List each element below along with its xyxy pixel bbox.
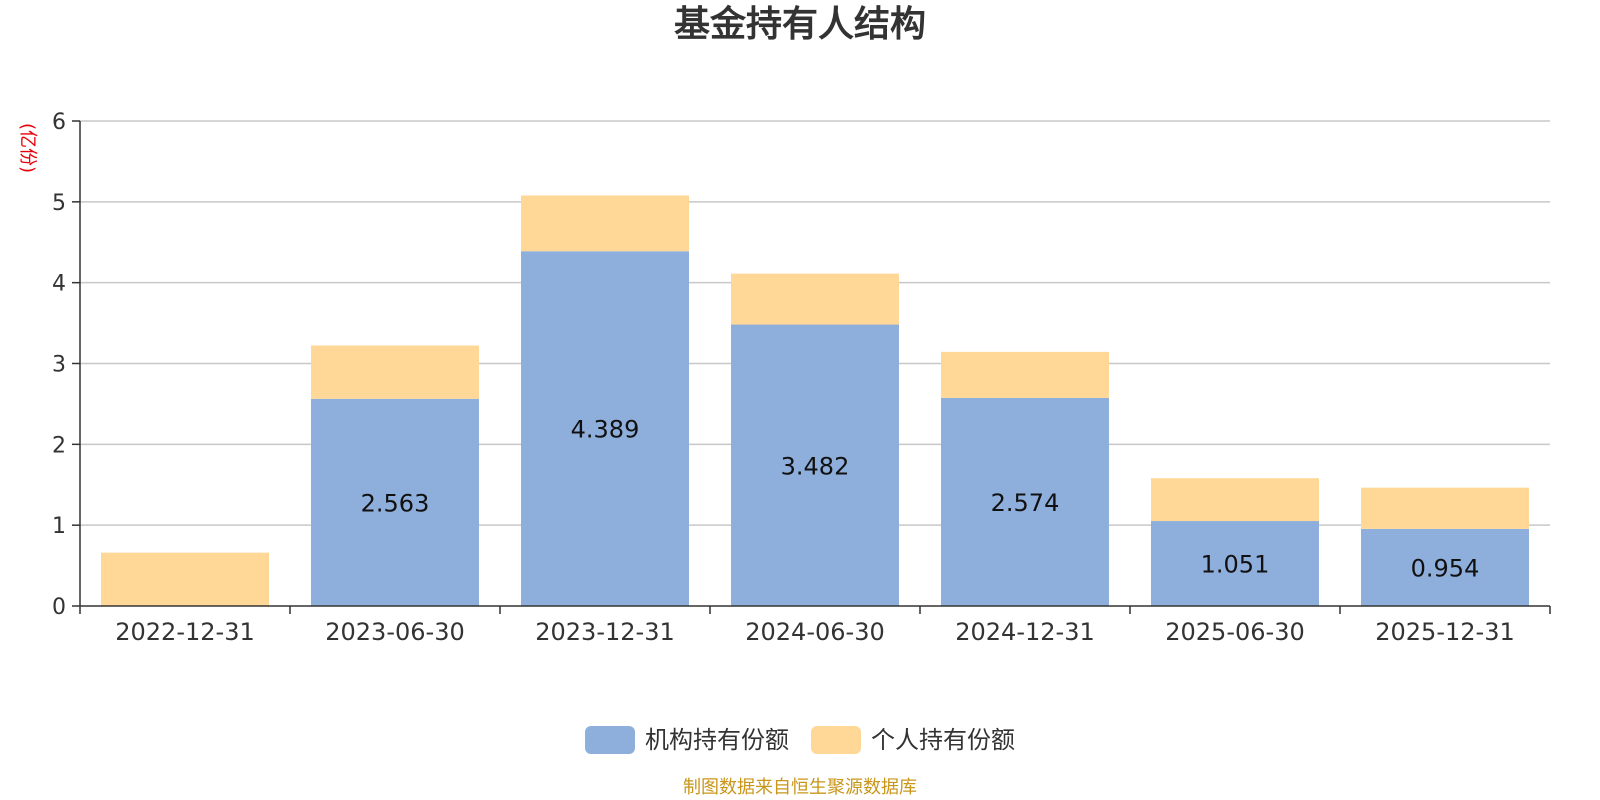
y-tick-label: 6 (52, 110, 66, 135)
bar-individual (731, 273, 899, 325)
legend-label[interactable]: 机构持有份额 (645, 726, 789, 754)
bar-individual (521, 195, 689, 252)
bar-institutional (731, 324, 899, 606)
y-tick-label: 0 (52, 595, 66, 620)
x-tick-label: 2022-12-31 (115, 618, 254, 646)
y-tick-label: 1 (52, 514, 66, 539)
bar-institutional (521, 251, 689, 606)
chart-title: 基金持有人结构 (674, 3, 926, 45)
bar-institutional (311, 398, 479, 606)
bar-institutional (1361, 528, 1529, 606)
bar-value-label: 2.563 (361, 489, 430, 517)
source-note: 制图数据来自恒生聚源数据库 (683, 777, 917, 798)
bar-value-label: 1.051 (1201, 551, 1270, 579)
x-tick-label: 2025-12-31 (1375, 618, 1514, 646)
bar-institutional (941, 397, 1109, 606)
axes: 0 1 2 3 4 5 6 2022-12-31 2023-06-30 2023-12-31 202… (52, 110, 1551, 646)
y-tick-label: 4 (52, 272, 66, 297)
legend-swatch[interactable] (811, 726, 861, 754)
bars (101, 195, 1529, 606)
bar-value-label: 4.389 (571, 416, 640, 444)
bar-individual (1361, 487, 1529, 529)
bar-institutional (1151, 521, 1319, 606)
bar-value-label: 3.482 (781, 452, 850, 480)
bar-individual (311, 345, 479, 399)
bar-individual (1151, 478, 1319, 522)
bar-individual (101, 552, 269, 606)
x-tick-label: 2023-06-30 (325, 618, 464, 646)
y-tick-label: 2 (52, 433, 66, 458)
x-tick-label: 2024-06-30 (745, 618, 884, 646)
bar-value-label: 2.574 (991, 489, 1060, 517)
legend-swatch[interactable] (585, 726, 635, 754)
x-tick-label: 2025-06-30 (1165, 618, 1304, 646)
data-labels: 2.563 4.389 3.482 2.574 1.051 0.954 (361, 416, 1480, 583)
bar-value-label: 0.954 (1411, 554, 1480, 582)
bar-individual (941, 351, 1109, 398)
x-tick-label: 2023-12-31 (535, 618, 674, 646)
y-tick-label: 3 (52, 353, 66, 378)
y-axis-unit-label: (亿份) (17, 123, 38, 173)
legend-label[interactable]: 个人持有份额 (871, 726, 1015, 754)
x-tick-label: 2024-12-31 (955, 618, 1094, 646)
legend: 机构持有份额 个人持有份额 (585, 726, 1015, 754)
y-tick-label: 5 (52, 191, 66, 216)
